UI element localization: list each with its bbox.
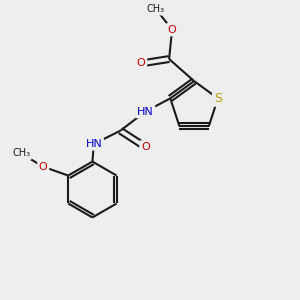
Text: O: O	[39, 162, 48, 172]
Text: HN: HN	[137, 106, 154, 117]
Text: CH₃: CH₃	[147, 4, 165, 14]
Text: S: S	[214, 92, 222, 105]
Text: O: O	[137, 58, 146, 68]
Text: O: O	[141, 142, 150, 152]
Text: O: O	[168, 25, 176, 34]
Text: HN: HN	[85, 139, 102, 149]
Text: CH₃: CH₃	[12, 148, 30, 158]
